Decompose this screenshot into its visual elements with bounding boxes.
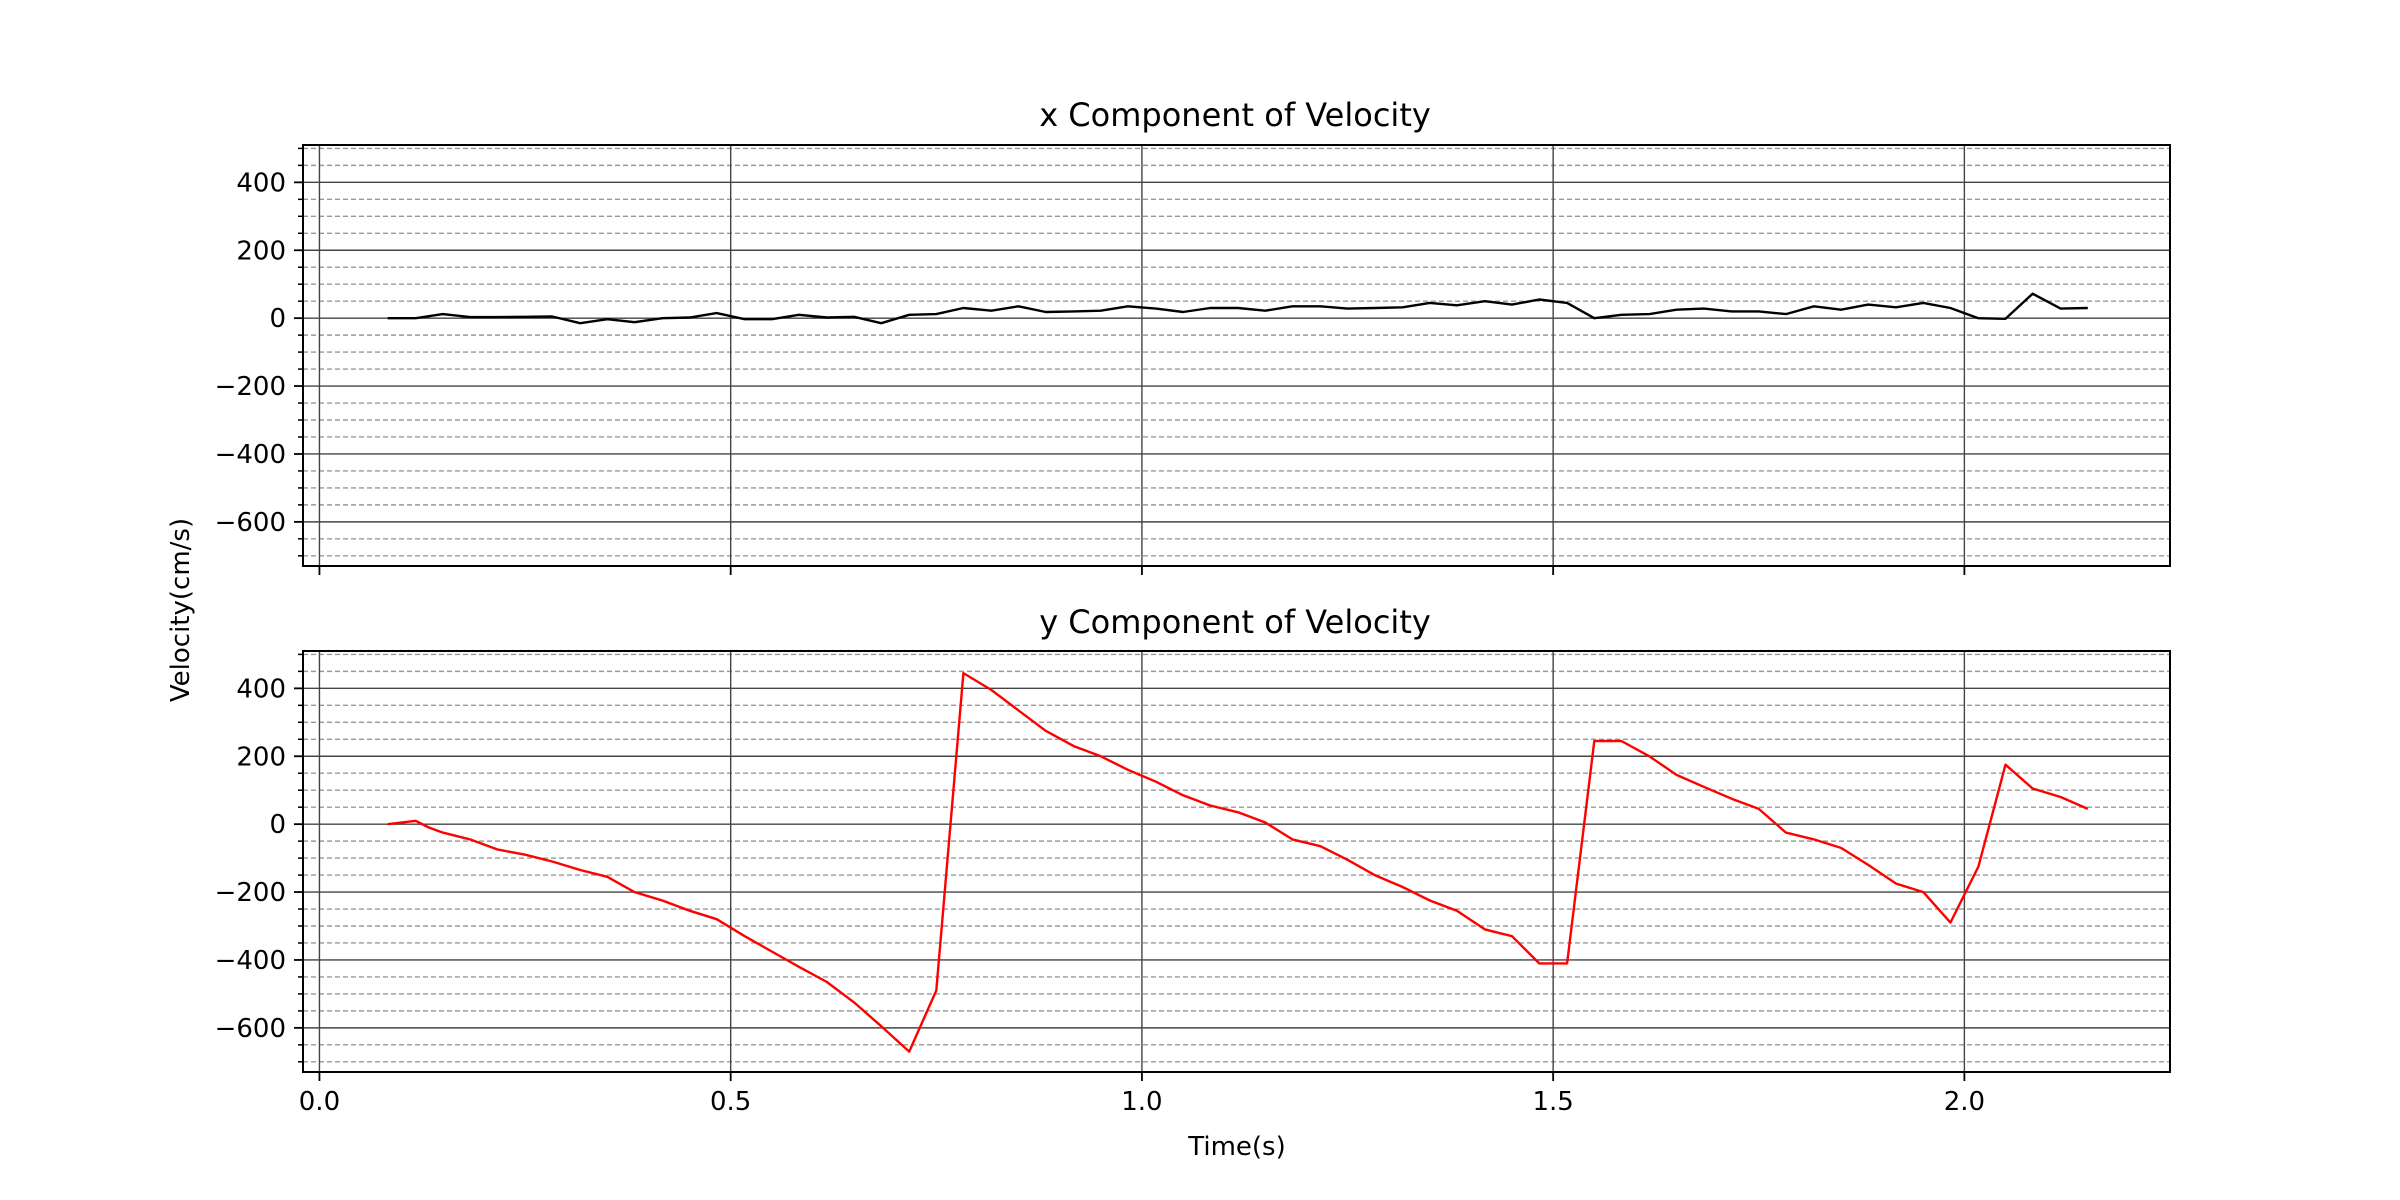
y-tick-label: 200 [236,236,286,266]
x-velocity-axes [302,144,2171,567]
x-tick-label: 1.0 [1121,1087,1162,1117]
y-tick-label: 0 [269,304,286,334]
y-tick-label: 400 [236,168,286,198]
y-tick-label: 400 [236,674,286,704]
y-tick-label: −200 [215,372,286,402]
x-tick-label: 0.5 [710,1087,751,1117]
x-tick-label: 2.0 [1944,1087,1985,1117]
y-tick-label: 200 [236,742,286,772]
y-velocity-series [387,671,2089,1053]
series-line [387,671,2089,1053]
y-velocity-ticks: 400 200 0 −200 −400 −600 0.0 0.5 1.0 1.5 2.0 [215,653,1985,1117]
y-tick-label: −400 [215,946,286,976]
y-velocity-title: y Component of Velocity [1039,603,1431,641]
y-tick-label: −400 [215,440,286,470]
x-tick-label: 1.5 [1532,1087,1573,1117]
y-tick-label: −200 [215,878,286,908]
x-velocity-series [387,292,2088,325]
x-tick-label: 0.0 [299,1087,340,1117]
y-velocity-grid [303,651,2170,1072]
y-tick-label: −600 [215,1014,286,1044]
x-velocity-subplot: x Component of Velocity 400 200 0 −200 −400 −… [215,96,2171,575]
axes-frame [302,144,2171,567]
x-axis-label: Time(s) [1187,1132,1285,1162]
x-velocity-title: x Component of Velocity [1039,96,1431,134]
y-tick-label: −600 [215,508,286,538]
axes-frame [302,650,2171,1073]
series-line [387,292,2088,325]
x-velocity-grid [303,145,2170,566]
y-axis-label: Velocity(cm/s) [166,518,196,702]
x-velocity-ticks: 400 200 0 −200 −400 −600 [215,147,1966,575]
y-velocity-subplot: y Component of Velocity 400 200 0 −200 −400 −… [215,603,2171,1117]
y-velocity-axes [302,650,2171,1073]
y-tick-label: 0 [269,810,286,840]
